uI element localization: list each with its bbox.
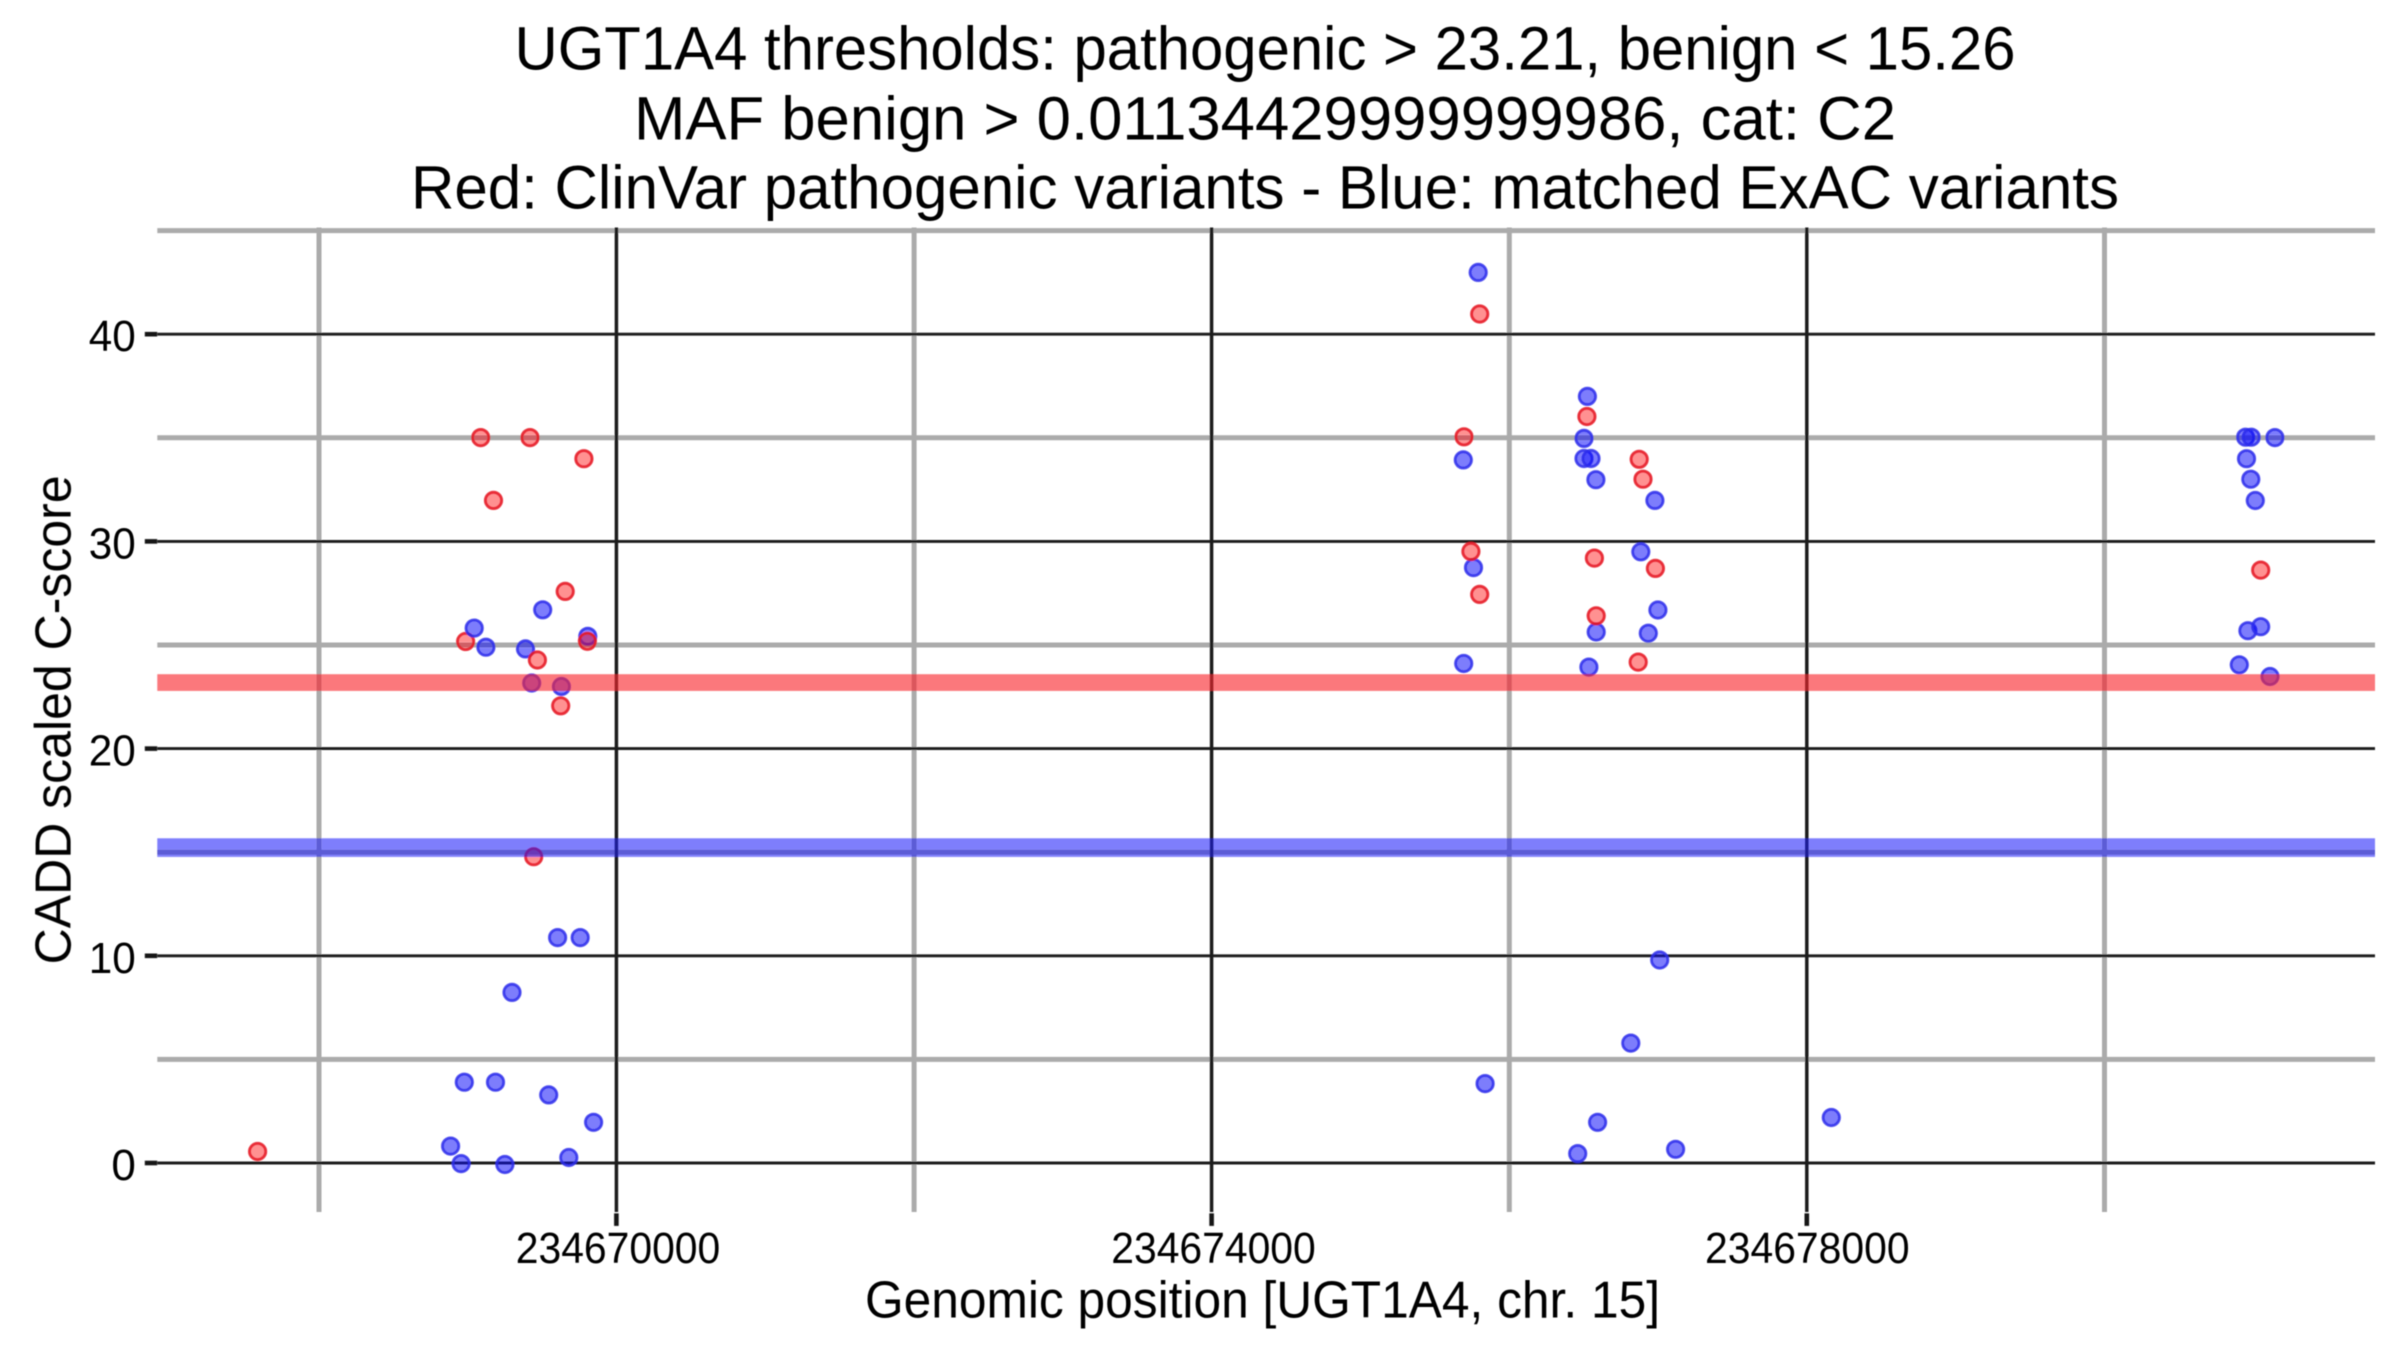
- svg-text:40: 40: [89, 312, 136, 361]
- svg-text:234674000: 234674000: [1111, 1224, 1316, 1273]
- svg-text:MAF benign > 0.011344299999999: MAF benign > 0.01134429999999986, cat: C…: [634, 85, 1896, 154]
- svg-text:UGT1A4 thresholds: pathogenic: UGT1A4 thresholds: pathogenic > 23.21, b…: [515, 15, 2016, 84]
- svg-text:10: 10: [89, 934, 136, 983]
- svg-text:30: 30: [89, 519, 136, 568]
- svg-text:CADD scaled C-score: CADD scaled C-score: [25, 475, 82, 964]
- svg-text:20: 20: [89, 727, 136, 776]
- svg-text:Red: ClinVar pathogenic varian: Red: ClinVar pathogenic variants - Blue:…: [411, 154, 2119, 223]
- svg-text:0: 0: [111, 1141, 135, 1190]
- svg-text:Genomic position [UGT1A4, chr.: Genomic position [UGT1A4, chr. 15]: [865, 1272, 1660, 1330]
- svg-text:234678000: 234678000: [1705, 1224, 1910, 1273]
- svg-text:234670000: 234670000: [516, 1224, 721, 1273]
